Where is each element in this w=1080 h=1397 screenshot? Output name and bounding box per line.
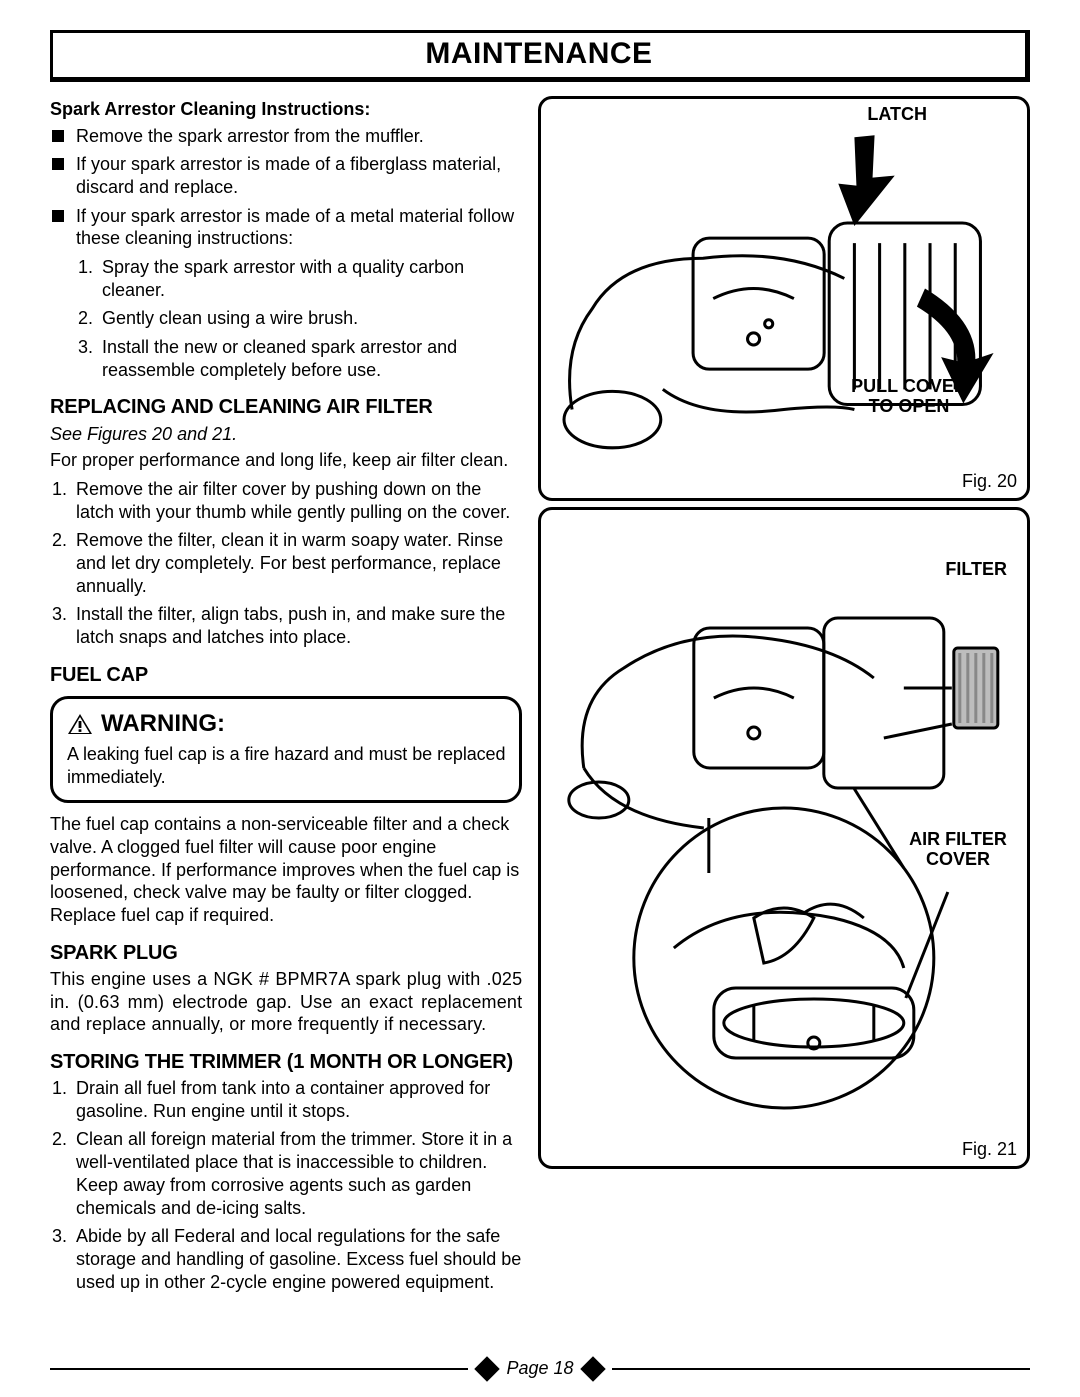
spark-bullets: Remove the spark arrestor from the muffl… (50, 125, 522, 382)
list-item: Remove the filter, clean it in warm soap… (50, 529, 522, 597)
page-number: Page 18 (506, 1358, 573, 1379)
label-latch: LATCH (867, 105, 927, 125)
fuel-cap-body: The fuel cap contains a non-serviceable … (50, 813, 522, 926)
list-item: Install the filter, align tabs, push in,… (50, 603, 522, 648)
list-item: Drain all fuel from tank into a containe… (50, 1077, 522, 1122)
list-item: Gently clean using a wire brush. (76, 307, 522, 330)
figure-reference: See Figures 20 and 21. (50, 423, 522, 446)
page-footer: Page 18 (50, 1358, 1030, 1379)
label-air-filter-cover-text: AIR FILTER COVER (909, 829, 1007, 869)
list-item: Abide by all Federal and local regulatio… (50, 1225, 522, 1293)
label-filter: FILTER (945, 560, 1007, 580)
footer-rule-left (50, 1368, 468, 1370)
columns: Spark Arrestor Cleaning Instructions: Re… (50, 96, 1030, 1299)
warning-box: WARNING: A leaking fuel cap is a fire ha… (50, 696, 522, 804)
spark-arrestor-heading: Spark Arrestor Cleaning Instructions: (50, 98, 522, 121)
list-item: Remove the air filter cover by pushing d… (50, 478, 522, 523)
storing-steps: Drain all fuel from tank into a containe… (50, 1077, 522, 1293)
fuel-cap-heading: FUEL CAP (50, 663, 522, 688)
list-item: Clean all foreign material from the trim… (50, 1128, 522, 1219)
label-air-filter-cover: AIR FILTER COVER (903, 830, 1013, 870)
label-pull-cover: PULL COVER TO OPEN (849, 377, 969, 417)
list-item: Install the new or cleaned spark arresto… (76, 336, 522, 381)
figure-21: FILTER AIR FILTER COVER Fig. 21 (538, 507, 1030, 1169)
air-steps: Remove the air filter cover by pushing d… (50, 478, 522, 649)
warning-heading: WARNING: (67, 709, 505, 739)
warning-body: A leaking fuel cap is a fire hazard and … (67, 743, 505, 788)
list-item-text: If your spark arrestor is made of a meta… (76, 206, 514, 249)
list-item: If your spark arrestor is made of a meta… (50, 205, 522, 382)
spark-plug-body: This engine uses a NGK # BPMR7A spark pl… (50, 968, 522, 1036)
footer-diamond-right (580, 1356, 605, 1381)
engine-filter-illustration (549, 518, 1019, 1138)
footer-rule-right (612, 1368, 1030, 1370)
label-pull-cover-text: PULL COVER TO OPEN (851, 376, 967, 416)
footer-diamond-left (475, 1356, 500, 1381)
figure-20: LATCH PULL COVER TO OPEN Fig. 20 (538, 96, 1030, 501)
spark-steps: Spray the spark arrestor with a quality … (76, 256, 522, 381)
right-column: LATCH PULL COVER TO OPEN Fig. 20 (538, 96, 1030, 1299)
warning-triangle-icon (67, 713, 93, 735)
title-frame: MAINTENANCE (50, 30, 1030, 82)
spark-plug-heading: SPARK PLUG (50, 941, 522, 966)
air-filter-heading: REPLACING AND CLEANING AIR FILTER (50, 395, 522, 420)
air-intro: For proper performance and long life, ke… (50, 449, 522, 472)
page-title: MAINTENANCE (53, 37, 1025, 71)
list-item: Remove the spark arrestor from the muffl… (50, 125, 522, 148)
figure-20-caption: Fig. 20 (962, 471, 1017, 492)
storing-heading: STORING THE TRIMMER (1 MONTH OR LONGER) (50, 1050, 522, 1075)
left-column: Spark Arrestor Cleaning Instructions: Re… (50, 96, 522, 1299)
figure-21-caption: Fig. 21 (962, 1139, 1017, 1160)
list-item: Spray the spark arrestor with a quality … (76, 256, 522, 301)
warning-label: WARNING: (101, 709, 225, 739)
list-item: If your spark arrestor is made of a fibe… (50, 153, 522, 198)
